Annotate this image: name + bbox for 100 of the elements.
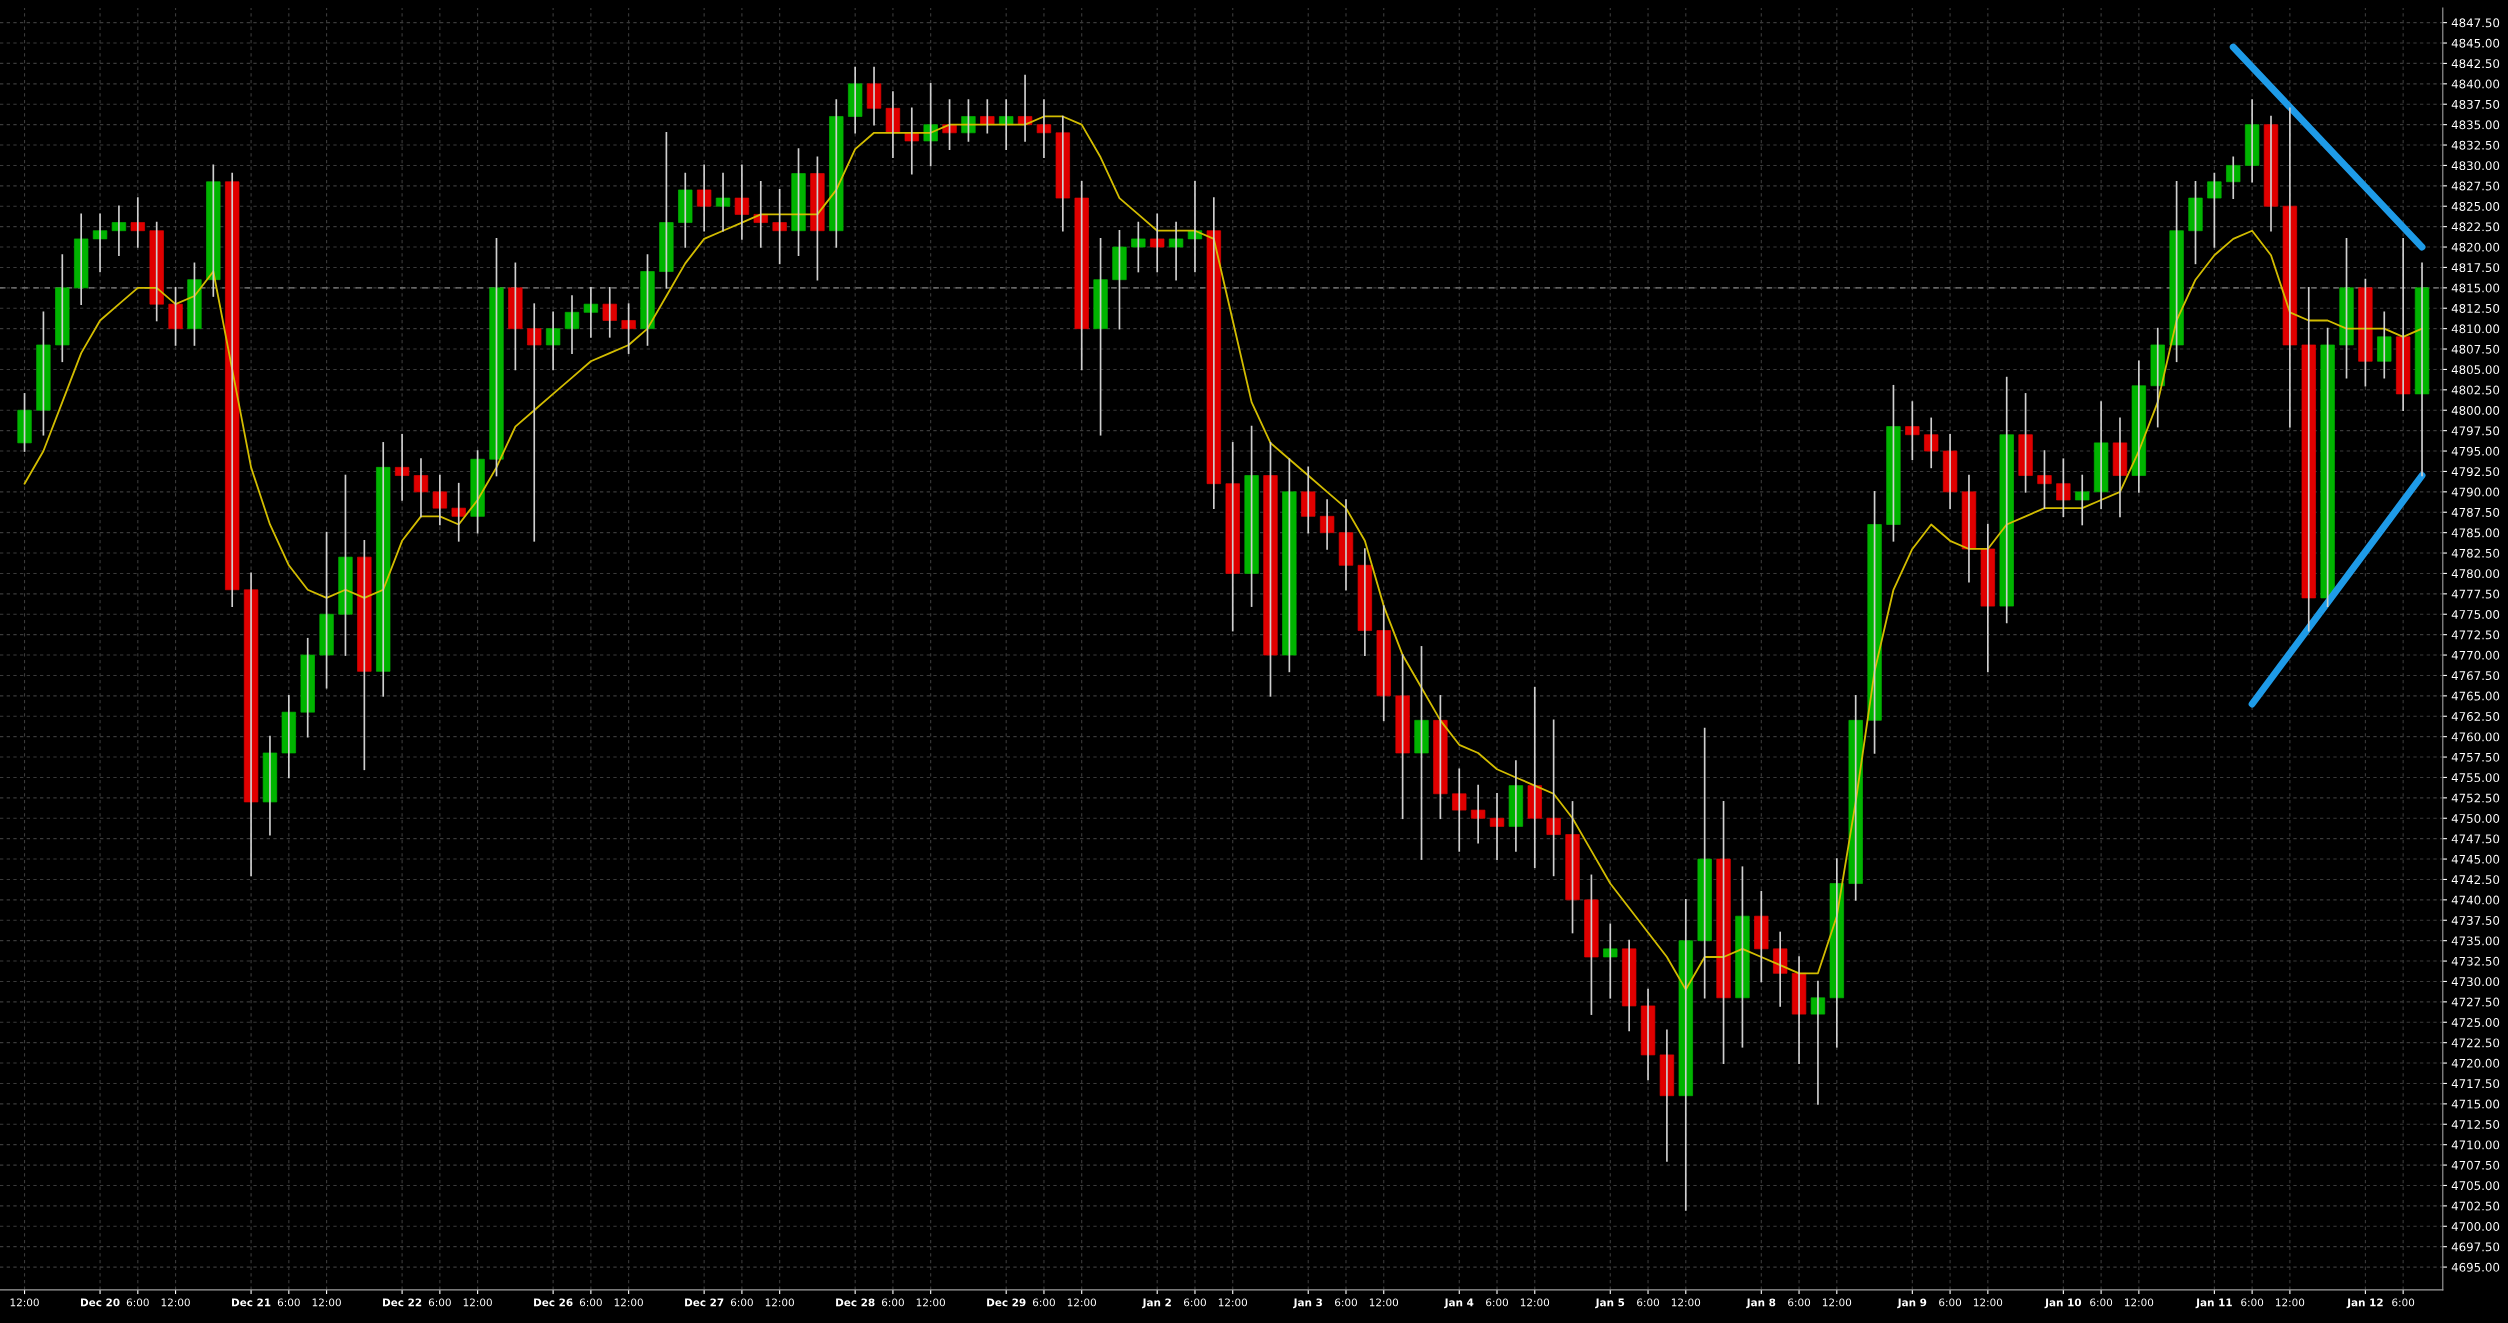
line-series	[23, 115, 2423, 991]
y-tick-label: 4792.50	[2451, 467, 2500, 477]
candlestick	[2093, 401, 2109, 510]
candlestick	[470, 450, 485, 534]
y-tick-label: 4742.50	[2451, 875, 2500, 885]
x-tick-label: Dec 22	[383, 1298, 422, 1307]
candlestick	[338, 474, 353, 656]
candlestick	[1659, 1029, 1675, 1162]
y-tick-label: 4805.00	[2451, 365, 2500, 375]
x-tick-label: Dec 28	[836, 1298, 875, 1307]
y-tick-label: 4755.00	[2451, 773, 2500, 783]
candlestick	[36, 311, 51, 436]
y-tick-label: 4812.50	[2451, 303, 2500, 313]
candlestick	[357, 539, 372, 771]
candlestick	[1886, 384, 1901, 542]
x-tick-label: 12:00	[614, 1298, 643, 1307]
x-tick-label: 6:00	[730, 1298, 753, 1307]
candlestick	[772, 189, 787, 265]
candlestick	[1470, 784, 1486, 844]
candlestick	[168, 287, 183, 346]
candlestick	[1924, 417, 1939, 469]
x-tick-label: Jan 8	[1746, 1298, 1776, 1309]
candlestick	[2396, 238, 2411, 412]
candlestick	[1244, 425, 1259, 607]
x-tick-label: 6:00	[2241, 1298, 2264, 1307]
x-tick-label: 12:00	[1218, 1298, 1248, 1307]
x-tick-label: 6:00	[2090, 1298, 2113, 1307]
y-tick-label: 4730.00	[2451, 977, 2500, 987]
x-tick-label: 12:00	[1067, 1298, 1097, 1307]
candlestick	[451, 482, 466, 542]
y-tick-label: 4775.00	[2451, 609, 2500, 619]
y-tick-label: 4840.00	[2451, 79, 2500, 89]
candlestick	[432, 474, 447, 526]
x-tick-label: 6:00	[1939, 1298, 1962, 1307]
y-tick-label: 4717.50	[2451, 1079, 2500, 1089]
candlestick	[640, 254, 655, 346]
candlestick	[678, 172, 693, 248]
y-tick-label: 4802.50	[2451, 385, 2500, 395]
candlestick	[734, 164, 750, 240]
y-tick-label: 4822.50	[2451, 222, 2500, 232]
candlestick	[1603, 923, 1618, 999]
y-tick-label: 4735.00	[2451, 936, 2500, 946]
candlestick	[281, 695, 296, 779]
candlestick	[2377, 311, 2392, 379]
x-tick-label: Jan 11	[2195, 1298, 2232, 1309]
y-tick-label: 4700.00	[2451, 1222, 2500, 1231]
candlestick	[1508, 760, 1524, 852]
y-tick-label: 4810.00	[2451, 324, 2500, 334]
y-tick-label: 4827.50	[2451, 181, 2500, 191]
x-tick-label: Jan 5	[1595, 1298, 1625, 1309]
candlestick	[1546, 719, 1561, 877]
candlestick	[1376, 605, 1391, 722]
y-tick-label: 4732.50	[2451, 956, 2500, 966]
candlestick	[376, 442, 391, 697]
candlestick	[1622, 939, 1637, 1032]
candlestick	[2226, 156, 2241, 199]
candlestick	[545, 311, 561, 371]
candlestick	[74, 213, 89, 305]
y-tick-label: 4817.50	[2451, 263, 2500, 273]
y-tick-label: 4770.00	[2451, 650, 2500, 660]
x-tick-label: 6:00	[1184, 1298, 1206, 1307]
y-tick-label: 4790.00	[2451, 487, 2500, 497]
candlestick	[1433, 695, 1448, 820]
x-tick-label: 12:00	[765, 1298, 794, 1307]
candlestick	[489, 238, 504, 477]
candlestick	[583, 287, 599, 338]
y-tick-label: 4777.50	[2451, 589, 2500, 599]
y-tick-label: 4785.00	[2451, 528, 2500, 538]
candlestick	[508, 262, 523, 371]
y-tick-label: 4747.50	[2451, 834, 2500, 844]
candlestick	[602, 287, 617, 338]
x-tick-label: 12:00	[2124, 1298, 2154, 1307]
candlestick	[206, 164, 221, 297]
candlestick	[2207, 172, 2222, 248]
candlestick	[1452, 768, 1467, 852]
y-tick-label: 4842.50	[2451, 59, 2500, 69]
candlestick	[1301, 466, 1316, 534]
x-tick-label: 12:00	[161, 1298, 190, 1307]
candlestick	[319, 531, 334, 689]
x-tick-label: 6:00	[579, 1298, 602, 1307]
candlestick	[1980, 523, 1995, 673]
y-tick-label: 4772.50	[2451, 630, 2500, 640]
candlestick	[2169, 180, 2184, 363]
candlestick	[243, 572, 259, 877]
candlestick	[55, 254, 70, 363]
y-tick-label: 4737.50	[2451, 915, 2500, 925]
candlestick	[1150, 213, 1165, 273]
candlestick	[2320, 327, 2335, 607]
x-tick-label: 12:00	[463, 1298, 492, 1307]
candlestick	[2244, 99, 2260, 183]
y-tick-label: 4767.50	[2451, 671, 2500, 681]
candlestick	[1414, 646, 1429, 860]
x-tick-label: 12:00	[2276, 1298, 2305, 1307]
x-tick-label: Jan 4	[1444, 1298, 1474, 1309]
candlestick	[1282, 458, 1297, 673]
candlestick	[659, 131, 674, 289]
candlestick	[1131, 221, 1146, 273]
x-tick-label: 6:00	[277, 1298, 300, 1307]
y-tick-label: 4815.00	[2451, 283, 2500, 293]
candlestick	[111, 205, 127, 257]
